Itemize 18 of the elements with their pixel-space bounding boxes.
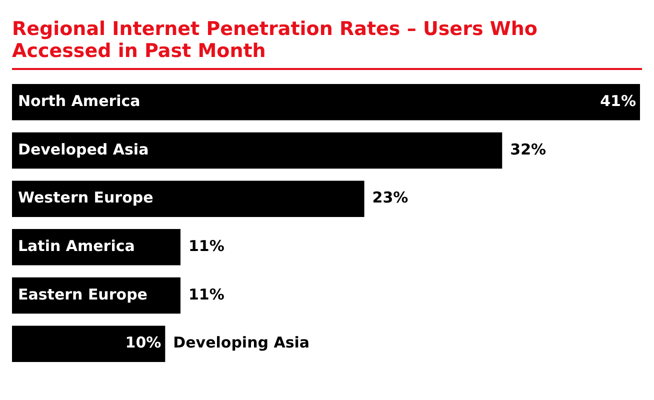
data-label: 11%	[188, 237, 224, 256]
y-tick-label: North America	[18, 92, 140, 110]
data-label: 23%	[372, 188, 408, 207]
bar	[12, 180, 364, 217]
y-tick-label: Latin America	[18, 237, 135, 256]
y-tick-label: Developed Asia	[18, 140, 149, 158]
data-label: 32%	[510, 140, 546, 158]
bar	[12, 229, 180, 266]
y-tick-label: Western Europe	[18, 188, 154, 207]
data-label: 10%	[125, 334, 162, 352]
data-label: 11%	[188, 285, 224, 304]
bar	[12, 132, 502, 169]
bar	[12, 84, 640, 120]
bar	[12, 326, 166, 362]
chart-title: Regional Internet Penetration Rates – Users Who Accessed in Past Month	[12, 18, 642, 70]
y-tick-label: Eastern Europe	[18, 285, 148, 304]
y-tick-label: Developing Asia	[173, 334, 310, 352]
data-label: 41%	[600, 92, 636, 110]
